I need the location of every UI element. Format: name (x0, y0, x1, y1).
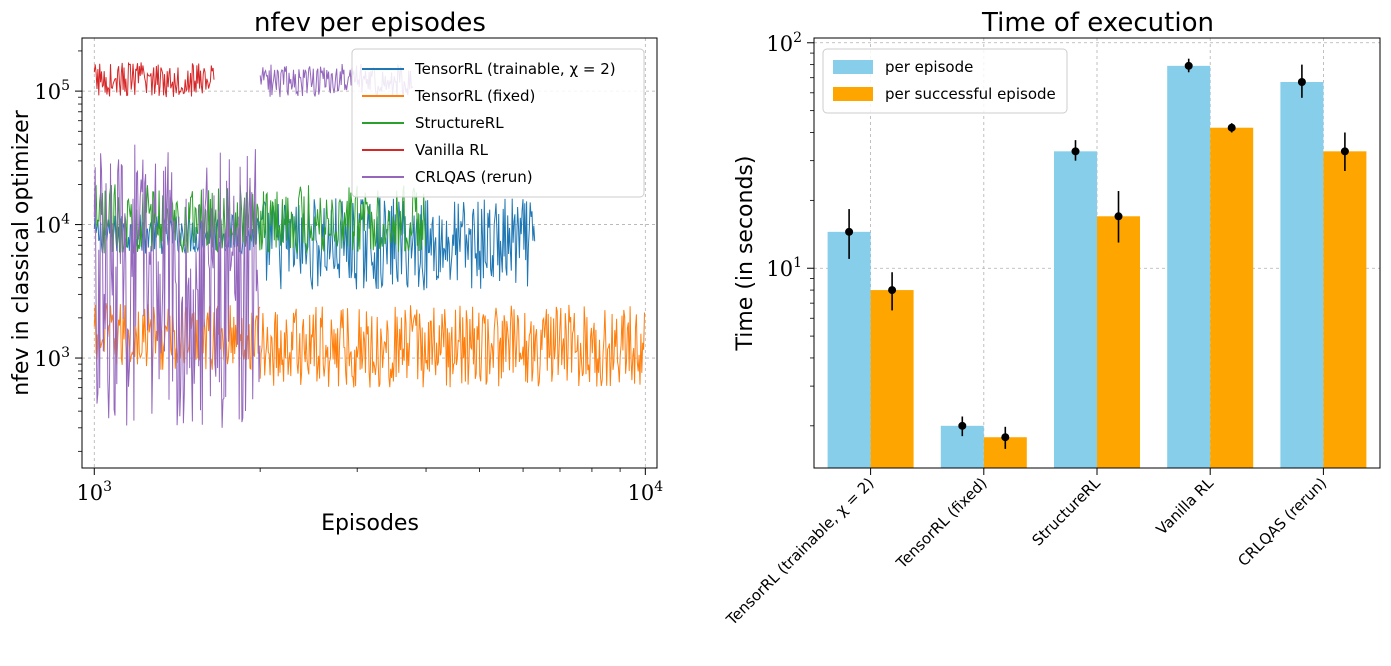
legend-entry: per episode (885, 58, 973, 76)
nfev-chart-x-label: Episodes (321, 511, 419, 536)
legend-box (822, 48, 1068, 114)
category-label: CRLQAS (rerun) (1234, 474, 1330, 570)
nfev-chart-legend: TensorRL (trainable, χ = 2) TensorRL (fix… (351, 48, 645, 198)
bar-per-successful-episode (1323, 151, 1367, 468)
category-label: TensorRL (fixed) (892, 474, 991, 573)
nfev-chart-plot-frame (81, 37, 658, 469)
nfev-chart: nfev per episodes 103 104 103 104 105 Episo… (9, 8, 663, 536)
nfev-chart-y-ticks: 103 104 105 (34, 50, 82, 452)
time-chart-title: Time of execution (981, 8, 1214, 38)
series-line-0-segment-1 (259, 197, 536, 291)
nfev-chart-title: nfev per episodes (254, 8, 486, 38)
category-label: Vanilla RL (1153, 474, 1218, 539)
legend-swatch (833, 60, 873, 74)
error-bar-point (888, 286, 897, 295)
error-bar-point (1184, 61, 1193, 70)
legend-entry: TensorRL (trainable, χ = 2) (414, 60, 616, 78)
time-chart-y-ticks: 101 102 (766, 30, 814, 427)
bar-per-episode (827, 231, 871, 468)
bar-per-successful-episode (1210, 127, 1254, 468)
legend-entry: Vanilla RL (415, 141, 489, 159)
error-bar-point (958, 421, 967, 430)
y-tick-label: 104 (34, 212, 70, 238)
series-line-2-segment-0 (93, 184, 426, 254)
series-line-4-segment-0 (93, 144, 261, 428)
error-bar-point (1001, 433, 1010, 442)
series-line-3-segment-0 (93, 61, 215, 98)
bar-per-episode (1054, 151, 1097, 468)
series-line-1-segment-1 (259, 304, 645, 388)
category-label: TensorRL (trainable, χ = 2) (722, 474, 877, 629)
time-chart-category-labels: TensorRL (trainable, χ = 2) TensorRL (fix… (722, 468, 1330, 629)
legend-box (351, 48, 645, 198)
error-bar-point (1071, 147, 1080, 156)
time-chart-bars (827, 58, 1367, 468)
nfev-chart-y-label: nfev in classical optimizer (9, 109, 34, 395)
x-tick-label: 103 (76, 479, 112, 505)
y-tick-label: 105 (34, 78, 70, 104)
legend-entry: StructureRL (415, 114, 504, 132)
error-bar-point (845, 227, 854, 236)
time-chart-y-label: Time (in seconds) (733, 156, 758, 352)
legend-entry: per successful episode (885, 85, 1056, 103)
bar-per-successful-episode (870, 290, 914, 468)
bar-per-episode (1280, 81, 1324, 468)
legend-swatch (833, 87, 873, 101)
time-chart: Time of execution 101 102 TensorRL (train… (722, 8, 1381, 629)
error-bar-point (1114, 212, 1123, 221)
legend-entry: TensorRL (fixed) (414, 87, 535, 105)
y-tick-label: 102 (766, 30, 802, 56)
category-label: StructureRL (1028, 474, 1104, 550)
nfev-chart-series (93, 61, 645, 428)
legend-entry: CRLQAS (rerun) (415, 168, 533, 186)
x-tick-label: 104 (627, 479, 663, 505)
error-bar-point (1297, 77, 1306, 86)
error-bar-point (1227, 123, 1236, 132)
bar-per-successful-episode (1097, 216, 1140, 468)
nfev-chart-x-ticks: 103 104 (76, 468, 663, 505)
y-tick-label: 101 (766, 255, 802, 281)
y-tick-label: 103 (34, 345, 70, 371)
time-chart-legend: per episode per successful episode (822, 48, 1068, 114)
bar-per-episode (1167, 65, 1211, 468)
error-bar-point (1340, 147, 1349, 156)
